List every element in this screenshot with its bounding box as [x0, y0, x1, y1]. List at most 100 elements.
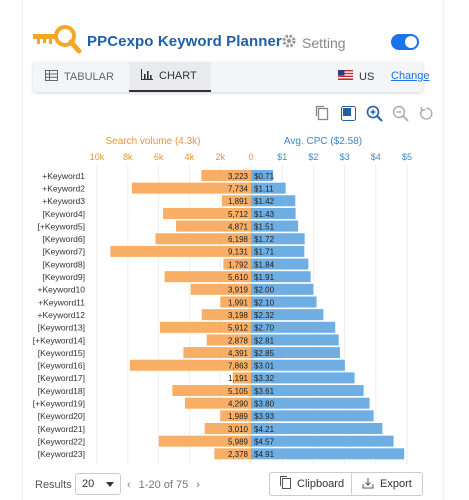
- keyword-label: [Keyword13]: [38, 323, 85, 333]
- left-axis-tick-label: 8k: [123, 152, 133, 162]
- cpc-bar[interactable]: [251, 334, 339, 346]
- cpc-bar[interactable]: [251, 296, 317, 308]
- search-volume-bar[interactable]: [223, 258, 251, 270]
- search-volume-bar[interactable]: [201, 170, 251, 181]
- cpc-bar[interactable]: [251, 170, 274, 181]
- search-volume-bar[interactable]: [184, 397, 251, 409]
- page-size-select[interactable]: 20: [75, 473, 121, 495]
- search-volume-bar[interactable]: [164, 271, 251, 283]
- cpc-bar[interactable]: [251, 347, 340, 359]
- square-fill-icon[interactable]: [339, 104, 357, 122]
- prev-page-icon[interactable]: ‹: [127, 479, 131, 491]
- next-page-icon[interactable]: ›: [196, 479, 200, 491]
- tab-tabular[interactable]: TABULAR: [43, 62, 121, 92]
- zoom-in-icon[interactable]: [365, 104, 383, 122]
- search-volume-bar[interactable]: [220, 296, 251, 308]
- cpc-bar[interactable]: [251, 397, 370, 409]
- cpc-value: $1.84: [254, 260, 275, 269]
- toggle-switch[interactable]: [391, 34, 419, 50]
- cpc-bar[interactable]: [251, 410, 374, 422]
- search-volume-value: 9,131: [228, 248, 249, 257]
- cpc-bar[interactable]: [251, 182, 286, 194]
- page-size-value: 20: [82, 478, 95, 490]
- cpc-value: $4.91: [254, 450, 275, 459]
- search-volume-bar[interactable]: [221, 195, 251, 207]
- country-code: US: [359, 70, 375, 83]
- export-button[interactable]: Export: [351, 472, 423, 496]
- keyword-label: +Keyword10: [38, 285, 86, 295]
- search-volume-bar[interactable]: [172, 385, 251, 397]
- search-volume-bar[interactable]: [201, 309, 251, 321]
- cpc-bar[interactable]: [251, 195, 296, 207]
- results-label: Results: [35, 479, 72, 491]
- tab-chart[interactable]: CHART: [129, 62, 211, 92]
- search-volume-bar[interactable]: [110, 245, 251, 257]
- search-volume-bar[interactable]: [220, 410, 251, 422]
- search-volume-bar[interactable]: [158, 435, 251, 447]
- search-volume-bar[interactable]: [163, 207, 251, 219]
- search-volume-bar[interactable]: [206, 334, 251, 346]
- keyword-planner-card: PPCexpo Keyword Planner Setting TABULAR …: [22, 0, 444, 500]
- cpc-bar[interactable]: [251, 207, 296, 219]
- cpc-value: $1.42: [254, 197, 275, 206]
- cpc-bar[interactable]: [251, 435, 394, 447]
- keyword-label: [+Keyword14]: [33, 335, 85, 345]
- cpc-bar[interactable]: [251, 423, 383, 434]
- search-volume-value: 1,891: [228, 197, 249, 206]
- table-icon: [45, 70, 58, 84]
- search-volume-value: 3,919: [228, 286, 249, 295]
- search-volume-value: 6,198: [228, 235, 249, 244]
- search-volume-bar[interactable]: [129, 359, 251, 371]
- search-volume-bar[interactable]: [159, 321, 251, 333]
- search-volume-value: 5,912: [228, 324, 249, 333]
- tab-tabular-label: TABULAR: [64, 71, 114, 83]
- cpc-bar[interactable]: [251, 233, 305, 245]
- cpc-value: $4.21: [254, 425, 275, 434]
- search-volume-value: 5,105: [228, 387, 249, 396]
- cpc-bar[interactable]: [251, 283, 314, 295]
- chart-toolbar: [313, 104, 435, 124]
- reset-icon[interactable]: [417, 104, 435, 122]
- cpc-bar[interactable]: [251, 309, 324, 321]
- cpc-bar[interactable]: [251, 448, 405, 460]
- cpc-bar[interactable]: [251, 258, 309, 270]
- left-axis-tick-label: 6k: [154, 152, 164, 162]
- cpc-bar[interactable]: [251, 245, 305, 257]
- cpc-bar[interactable]: [251, 359, 345, 371]
- cpc-bar[interactable]: [251, 271, 311, 283]
- search-volume-bar[interactable]: [214, 448, 251, 460]
- cpc-value: $3.32: [254, 374, 275, 383]
- search-volume-value: 3,010: [228, 425, 249, 434]
- search-volume-bar[interactable]: [131, 182, 251, 194]
- right-axis-tick-label: $4: [371, 152, 381, 162]
- search-volume-value: 3,223: [228, 172, 249, 181]
- keyword-label: [Keyword17]: [38, 373, 85, 383]
- search-volume-value: 4,391: [228, 349, 249, 358]
- setting-button[interactable]: Setting: [281, 33, 346, 52]
- change-country-link[interactable]: Change: [391, 70, 430, 82]
- cpc-bar[interactable]: [251, 321, 336, 333]
- zoom-out-icon[interactable]: [391, 104, 409, 122]
- search-volume-bar[interactable]: [190, 283, 251, 295]
- cpc-bar[interactable]: [251, 385, 364, 397]
- search-volume-bar[interactable]: [183, 347, 251, 359]
- search-volume-value: 1,792: [228, 260, 249, 269]
- search-volume-bar[interactable]: [232, 372, 251, 384]
- cpc-bar[interactable]: [251, 372, 355, 384]
- search-volume-bar[interactable]: [204, 423, 251, 434]
- left-axis-tick-label: 0: [248, 152, 253, 162]
- clipboard-label: Clipboard: [297, 478, 345, 490]
- search-volume-bar[interactable]: [155, 233, 251, 245]
- search-volume-value: 4,290: [228, 400, 249, 409]
- keyword-label: +Keyword2: [42, 183, 85, 193]
- cpc-value: $2.70: [254, 324, 275, 333]
- keyword-label: [Keyword7]: [42, 247, 85, 257]
- clipboard-button[interactable]: Clipboard: [269, 472, 356, 496]
- export-label: Export: [380, 478, 412, 490]
- copy-icon[interactable]: [313, 104, 331, 122]
- country-selector: US: [338, 70, 374, 83]
- keyword-label: [Keyword8]: [42, 259, 85, 269]
- chevron-down-icon: [106, 482, 114, 487]
- search-volume-bar[interactable]: [175, 220, 251, 232]
- cpc-bar[interactable]: [251, 220, 299, 232]
